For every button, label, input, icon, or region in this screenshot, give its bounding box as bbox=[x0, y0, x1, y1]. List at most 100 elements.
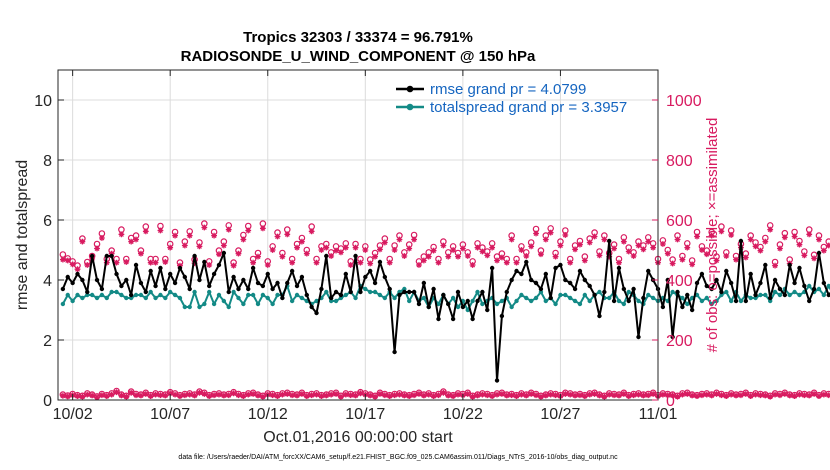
totalspread-point bbox=[133, 292, 139, 298]
totalspread-point bbox=[167, 289, 173, 295]
obs-assimilated-marker bbox=[128, 238, 135, 245]
totalspread-point bbox=[524, 295, 529, 301]
obs-assimilated-marker bbox=[489, 393, 496, 399]
totalspread-point bbox=[250, 292, 256, 298]
totalspread-point bbox=[567, 295, 573, 301]
rmse-point bbox=[304, 292, 309, 298]
rmse-point bbox=[250, 265, 256, 271]
rmse-point bbox=[611, 298, 617, 304]
rmse-point bbox=[748, 271, 753, 277]
totalspread-point bbox=[314, 298, 319, 304]
obs-assimilated-marker bbox=[303, 250, 310, 257]
rmse-point bbox=[475, 298, 480, 304]
rmse-point bbox=[587, 283, 592, 289]
obs-assimilated-marker bbox=[318, 393, 325, 399]
obs-assimilated-marker bbox=[689, 261, 696, 268]
obs-assimilated-marker bbox=[357, 259, 364, 266]
totalspread-point bbox=[763, 292, 768, 298]
rmse-point bbox=[407, 289, 412, 295]
obs-assimilated-marker bbox=[235, 392, 242, 399]
obs-assimilated-marker bbox=[103, 393, 110, 399]
obs-assimilated-marker bbox=[381, 239, 388, 246]
obs-assimilated-marker bbox=[762, 238, 769, 245]
rmse-point bbox=[328, 295, 334, 301]
obs-assimilated-marker bbox=[645, 238, 652, 245]
obs-assimilated-marker bbox=[616, 259, 622, 266]
rmse-point bbox=[821, 280, 827, 286]
obs-assimilated-marker bbox=[518, 391, 525, 398]
obs-assimilated-marker bbox=[133, 236, 139, 243]
totalspread-point bbox=[475, 289, 480, 295]
obs-assimilated-marker bbox=[572, 246, 578, 253]
obs-assimilated-marker bbox=[206, 393, 213, 399]
totalspread-point bbox=[104, 295, 109, 301]
y-axis-label-right: # of obs: o=possible; ×=assimilated bbox=[704, 118, 721, 353]
obs-assimilated-marker bbox=[279, 391, 286, 398]
totalspread-point bbox=[382, 295, 388, 301]
obs-assimilated-marker bbox=[703, 391, 710, 398]
totalspread-point bbox=[207, 289, 212, 295]
obs-assimilated-marker bbox=[518, 247, 525, 253]
rmse-point bbox=[538, 286, 544, 292]
totalspread-point bbox=[772, 289, 778, 295]
obs-assimilated-marker bbox=[528, 391, 535, 397]
obs-assimilated-marker bbox=[333, 391, 339, 397]
obs-assimilated-marker bbox=[464, 391, 471, 397]
rmse-point bbox=[450, 316, 456, 322]
rmse-point bbox=[260, 283, 266, 289]
obs-assimilated-marker bbox=[435, 259, 442, 266]
legend-rmse-label: rmse grand pr = 4.0799 bbox=[430, 81, 586, 98]
obs-assimilated-marker bbox=[250, 259, 257, 266]
rmse-point bbox=[85, 289, 90, 295]
obs-assimilated-marker bbox=[523, 253, 530, 259]
axis-ticks: 10/02 10/07 10/12 10/17 10/22 10/27 11/0102468… bbox=[34, 70, 702, 423]
totalspread-point bbox=[621, 301, 627, 307]
totalspread-point bbox=[226, 304, 231, 310]
rmse-line bbox=[61, 240, 830, 382]
rmse-point bbox=[431, 286, 436, 292]
obs-assimilated-marker bbox=[328, 253, 335, 259]
totalspread-point bbox=[153, 295, 158, 301]
rmse-point bbox=[246, 286, 251, 292]
obs-assimilated-marker bbox=[474, 392, 481, 399]
obs-assimilated-marker bbox=[445, 392, 452, 399]
rmse-point bbox=[153, 283, 158, 289]
totalspread-point bbox=[158, 292, 163, 298]
totalspread-point bbox=[99, 292, 105, 298]
obs-assimilated-marker bbox=[128, 389, 135, 396]
obs-assimilated-marker bbox=[245, 391, 252, 398]
rmse-point bbox=[94, 277, 100, 283]
obs-assimilated-marker bbox=[269, 392, 276, 399]
obs-assimilated-marker bbox=[489, 244, 496, 251]
totalspread-point bbox=[636, 298, 641, 304]
obs-assimilated-marker bbox=[259, 393, 266, 400]
obs-assimilated-marker bbox=[328, 391, 335, 398]
obs-assimilated-marker bbox=[172, 232, 178, 239]
totalspread-point bbox=[816, 286, 822, 292]
rmse-point bbox=[767, 295, 773, 301]
obs-assimilated-marker bbox=[606, 253, 613, 260]
rmse-point bbox=[280, 295, 285, 301]
totalspread-point bbox=[519, 292, 524, 298]
rmse-point bbox=[797, 265, 802, 271]
totalspread-point bbox=[197, 304, 202, 310]
obs-assimilated-marker bbox=[679, 391, 686, 398]
rmse-point bbox=[211, 271, 217, 277]
totalspread-point bbox=[407, 298, 412, 304]
rmse-point bbox=[621, 286, 627, 292]
obs-assimilated-marker bbox=[562, 391, 569, 397]
rmse-point bbox=[353, 253, 358, 259]
x-tick-label: 11/01 bbox=[639, 406, 678, 423]
rmse-point bbox=[387, 286, 392, 292]
obs-assimilated-marker bbox=[513, 259, 520, 266]
obs-assimilated-marker bbox=[767, 226, 774, 233]
obs-assimilated-marker bbox=[825, 392, 830, 399]
obs-assimilated-marker bbox=[235, 250, 242, 257]
obs-assimilated-marker bbox=[533, 392, 539, 399]
obs-assimilated-marker bbox=[694, 393, 700, 399]
obs-assimilated-marker bbox=[684, 244, 691, 251]
obs-assimilated-marker bbox=[650, 391, 657, 397]
totalspread-point bbox=[533, 295, 539, 301]
y-tick-label-right: 200 bbox=[666, 333, 693, 350]
totalspread-point bbox=[163, 295, 168, 301]
